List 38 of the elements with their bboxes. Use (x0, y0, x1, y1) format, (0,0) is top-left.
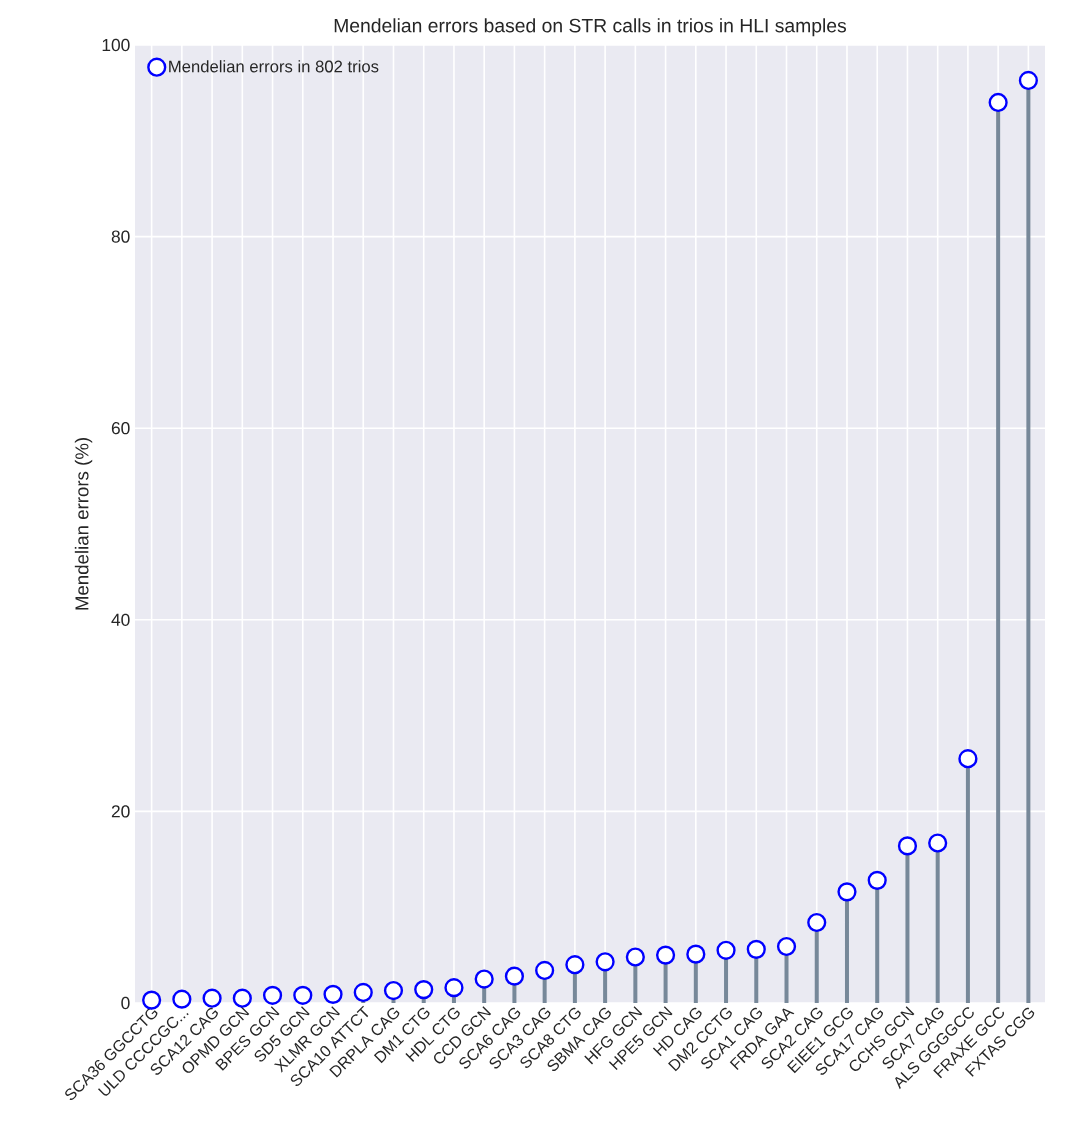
point (172, 989, 192, 1009)
point (655, 945, 676, 965)
point (958, 749, 978, 769)
point (202, 988, 222, 1008)
chart-title: Mendelian errors based on STR calls in trios in HLI samples (334, 18, 847, 37)
point (262, 985, 283, 1005)
point (625, 947, 645, 967)
y-tick-label: 100 (102, 38, 130, 52)
y-tick-label: 80 (111, 230, 130, 243)
point (535, 960, 555, 981)
point (746, 939, 766, 959)
point (232, 988, 252, 1008)
point (988, 92, 1008, 113)
point (414, 979, 434, 1000)
point (383, 980, 404, 1001)
point (595, 952, 615, 972)
point (565, 955, 585, 975)
point (504, 966, 525, 986)
point (444, 978, 464, 998)
point (353, 982, 373, 1003)
point (837, 882, 857, 902)
point (807, 912, 827, 933)
point (142, 990, 162, 1010)
point (897, 836, 918, 856)
point (474, 969, 494, 989)
legend-label: Mendelian errors in 802 trios (169, 60, 379, 73)
y-tick-label: 60 (111, 422, 130, 435)
point (686, 944, 706, 964)
point (867, 870, 887, 890)
point (716, 940, 736, 960)
y-tick-label: 0 (121, 996, 130, 1010)
y-axis-title: Mendelian errors (%) (74, 438, 93, 610)
point (928, 833, 948, 853)
y-tick-label: 40 (111, 613, 130, 626)
point (323, 984, 343, 1004)
y-tick-label: 20 (111, 805, 130, 818)
point (776, 936, 797, 957)
point (293, 985, 313, 1005)
